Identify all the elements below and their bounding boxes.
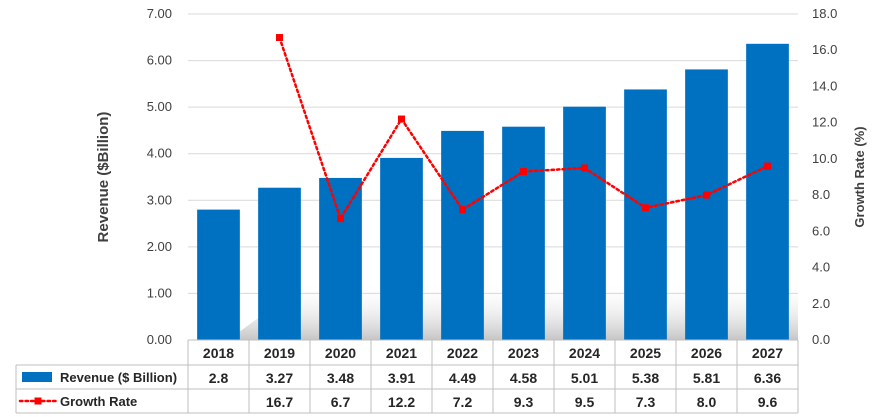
revenue-bar <box>197 209 240 340</box>
revenue-legend-key <box>22 372 52 382</box>
x-tick-label: 2023 <box>508 345 539 361</box>
y-left-tick-label: 2.00 <box>147 239 172 254</box>
growth-data-label: 9.6 <box>758 394 778 410</box>
revenue-data-label: 4.58 <box>510 370 537 386</box>
revenue-bar <box>502 126 545 341</box>
growth-data-label: 16.7 <box>266 394 293 410</box>
y-right-axis-title: Growth Rate (%) <box>852 126 867 227</box>
y-right-tick-label: 4.0 <box>812 260 830 275</box>
revenue-legend-label: Revenue ($ Billion) <box>60 370 177 385</box>
y-left-tick-label: 3.00 <box>147 192 172 207</box>
growth-rate-marker <box>337 215 344 223</box>
revenue-data-label: 3.48 <box>327 370 354 386</box>
y-left-tick-label: 7.00 <box>147 6 172 21</box>
x-tick-label: 2018 <box>203 345 234 361</box>
revenue-bar <box>319 177 362 340</box>
y-right-tick-label: 16.0 <box>812 42 837 57</box>
revenue-data-label: 6.36 <box>754 370 781 386</box>
y-right-tick-label: 18.0 <box>812 6 837 21</box>
x-tick-label: 2027 <box>752 345 783 361</box>
growth-rate-marker <box>276 34 283 42</box>
growth-rate-marker <box>459 206 466 214</box>
y-right-tick-label: 6.0 <box>812 223 830 238</box>
y-left-tick-label: 6.00 <box>147 53 172 68</box>
y-left-tick-label: 0.00 <box>147 332 172 347</box>
revenue-data-label: 4.49 <box>449 370 476 386</box>
revenue-bar <box>380 157 423 340</box>
growth-data-label: 12.2 <box>388 394 415 410</box>
y-right-tick-label: 12.0 <box>812 115 837 130</box>
revenue-data-label: 5.81 <box>693 370 720 386</box>
y-right-tick-label: 14.0 <box>812 78 837 93</box>
growth-legend-label: Growth Rate <box>60 394 137 409</box>
revenue-bar <box>258 187 301 340</box>
x-tick-label: 2019 <box>264 345 295 361</box>
y-right-tick-label: 2.0 <box>812 296 830 311</box>
growth-data-label: 7.2 <box>453 394 473 410</box>
y-left-tick-label: 1.00 <box>147 285 172 300</box>
y-left-tick-label: 5.00 <box>147 99 172 114</box>
revenue-bar <box>624 89 667 341</box>
growth-rate-marker <box>764 162 771 170</box>
x-tick-label: 2020 <box>325 345 356 361</box>
revenue-data-label: 5.38 <box>632 370 659 386</box>
revenue-data-label: 2.8 <box>209 370 229 386</box>
y-left-axis-title: Revenue ($Billion) <box>95 112 112 243</box>
growth-data-label: 9.5 <box>575 394 595 410</box>
y-right-tick-label: 8.0 <box>812 187 830 202</box>
x-tick-label: 2026 <box>691 345 722 361</box>
y-right-tick-label: 0.0 <box>812 332 830 347</box>
growth-legend-marker <box>34 397 42 405</box>
revenue-bar <box>685 69 728 341</box>
growth-data-label: 9.3 <box>514 394 534 410</box>
growth-data-label: 7.3 <box>636 394 656 410</box>
growth-rate-marker <box>581 164 588 172</box>
x-tick-label: 2022 <box>447 345 478 361</box>
growth-data-label: 8.0 <box>697 394 717 410</box>
revenue-bar <box>563 106 606 340</box>
y-right-tick-label: 10.0 <box>812 151 837 166</box>
revenue-bar <box>441 130 484 340</box>
y-left-tick-label: 4.00 <box>147 146 172 161</box>
growth-rate-marker <box>703 191 710 199</box>
growth-rate-marker <box>398 115 405 123</box>
revenue-data-label: 3.27 <box>266 370 293 386</box>
x-tick-label: 2025 <box>630 345 661 361</box>
x-tick-label: 2024 <box>569 345 600 361</box>
revenue-data-label: 3.91 <box>388 370 415 386</box>
revenue-bar <box>746 43 789 340</box>
growth-rate-marker <box>642 204 649 212</box>
revenue-data-label: 5.01 <box>571 370 598 386</box>
x-tick-label: 2021 <box>386 345 417 361</box>
growth-data-label: 6.7 <box>331 394 351 410</box>
growth-rate-marker <box>520 168 527 176</box>
